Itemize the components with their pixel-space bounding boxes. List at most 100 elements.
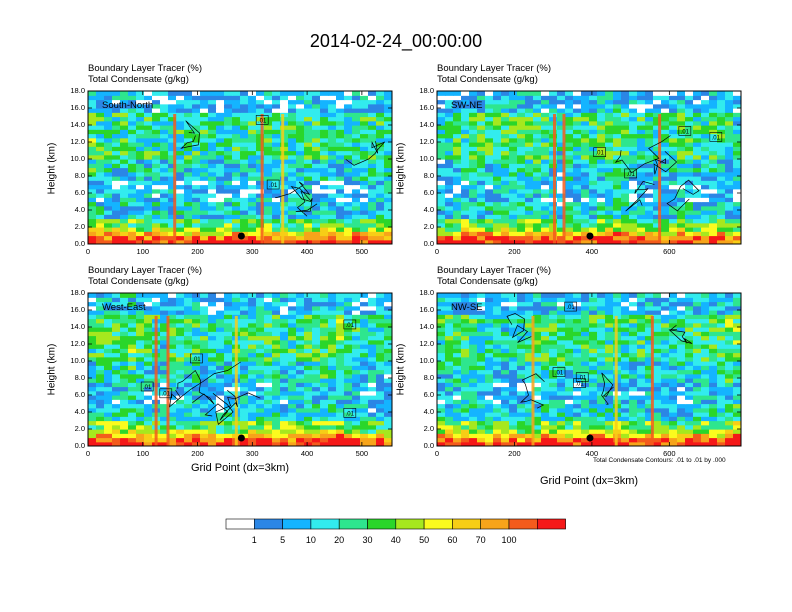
panel2-cell [693,129,702,135]
panel1-cell [328,171,337,177]
panel4-cell [445,429,454,434]
panel1-cell [376,235,385,241]
panel2-cell [613,184,622,190]
panel1-cell [376,210,385,215]
panel3-cell [216,301,225,307]
panel2-contour-label: .01 [595,151,604,157]
panel1-cell [224,210,233,215]
panel4-cell [453,420,462,426]
panel2-cell [541,120,550,126]
panel2-cell [573,235,582,241]
panel3-cell [312,403,321,409]
panel3-cell [368,352,377,358]
panel4-cell [437,369,446,375]
panel2-cell [605,227,614,232]
panel3-cell [192,429,201,434]
panel3-cell [160,403,169,409]
panel2-cell [541,227,550,232]
panel1-cell [328,146,337,152]
panel1-cell [272,176,281,181]
panel2-cell [461,167,470,173]
panel3-cell [264,310,273,315]
panel2-cell [677,99,686,105]
panel2-cell [437,167,446,173]
panel3-cell [384,382,392,388]
panel4-cell [637,441,646,446]
panel3-cell [144,327,153,332]
panel1-cell [256,205,265,211]
panel2-cell [621,95,630,101]
panel2-cell [565,205,574,211]
panel1-cell [328,197,337,203]
panel3-cell [256,356,265,362]
panel3-cell [88,407,97,413]
panel1-cell [128,120,137,126]
panel2-cell [517,116,526,122]
panel3-cell [304,373,313,379]
panel2-cell [581,133,590,139]
panel3-cell [328,412,337,417]
panel2-cell [677,154,686,160]
panel2-cell [485,210,494,215]
panel3-cell [168,293,177,298]
panel3-cell [160,331,169,337]
panel4-cell [445,420,454,426]
panel2-cell [605,137,614,143]
panel3-cell [88,420,97,426]
panel1-cell [288,167,297,173]
panel4-cell [701,429,710,434]
panel1-cell [288,108,297,113]
panel2-cell [453,163,462,169]
panel3-cell [288,361,297,366]
panel2-cell [437,188,446,194]
panel2-cell [693,120,702,126]
panel3-cell [144,399,153,405]
panel1-cell [304,137,313,143]
panel3-cell [120,322,129,328]
panel3-cell [192,348,201,354]
panel4-cell [693,399,702,405]
panel1-cell [256,159,265,164]
panel4-cell [557,416,566,422]
panel1-cell [336,133,345,139]
panel3-cell [144,318,153,324]
panel4-cell [461,365,470,371]
panel3-cell [360,352,369,358]
panel3-cell [328,361,337,366]
panel1-cell [128,99,137,105]
panel3-cell [176,365,185,371]
panel3-cell [144,322,153,328]
panel1-cell [208,159,217,164]
panel3-cell [328,322,337,328]
panel3-cell [368,297,377,303]
panel1-cell [256,154,265,160]
panel3-cell [312,297,321,303]
panel1-cell [272,231,281,237]
panel3-cell [360,407,369,413]
panel2-cell [589,188,598,194]
panel2-cell [493,214,502,220]
panel2-cell [485,171,494,177]
panel1-cell [88,154,97,160]
panel3-cell [208,339,217,345]
panel4-cell [637,399,646,405]
panel1-cell [232,184,241,190]
panel2-cell [485,133,494,139]
panel3-cell [248,437,257,443]
panel4-cell [469,395,478,400]
panel3-cell [256,352,265,358]
panel1-cell [176,112,185,118]
panel1-cell [352,188,361,194]
panel1-cell [240,142,249,147]
panel4-cell [573,399,582,405]
panel2-cell [709,163,718,169]
panel1-cell [176,218,185,224]
panel2-cell [453,201,462,207]
panel1-cell [136,239,145,244]
panel3-cell [352,356,361,362]
panel4-cell [717,412,726,417]
panel1-cell [384,99,392,105]
panel3-cell [272,390,281,396]
panel2-cell [653,235,662,241]
panel4-cell [669,395,678,400]
